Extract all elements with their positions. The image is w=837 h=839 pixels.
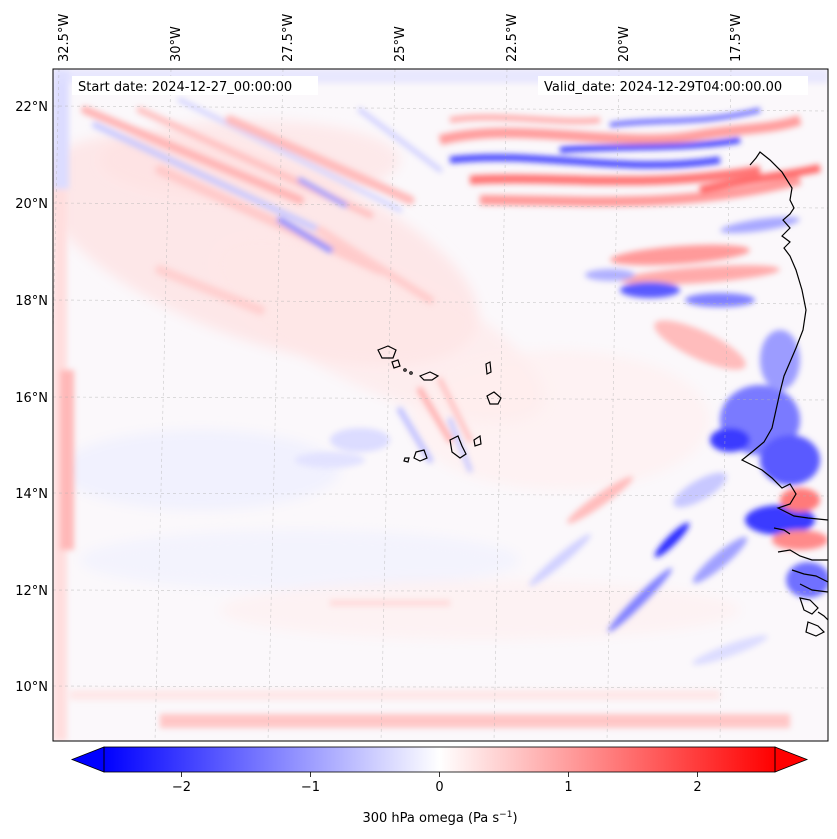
latitude-labels: 22°N 20°N 18°N 16°N 14°N 12°N 10°N	[15, 100, 48, 695]
island-sal	[485, 361, 492, 375]
island-sao-nicolau	[418, 371, 440, 381]
colorbar-tick-label: −1	[301, 780, 320, 795]
omega-field	[53, 69, 828, 741]
island-brava	[403, 457, 410, 463]
africa-coastline	[740, 151, 828, 521]
colorbar-min-extend	[70, 746, 105, 773]
map-frame	[52, 68, 829, 742]
field-edge-artifacts	[53, 69, 828, 741]
colorbar-label-close: )	[512, 811, 517, 826]
lat-label-12n: 12°N	[15, 584, 48, 599]
island-boa-vista	[486, 391, 502, 405]
colorbar-tick-label: 2	[693, 780, 701, 795]
island-santiago	[449, 435, 467, 459]
lat-label-16n: 16°N	[15, 391, 48, 406]
island-sao-vicente	[391, 359, 401, 369]
lon-label-25w: 25°W	[393, 26, 408, 62]
lon-label-17-5w: 17.5°W	[729, 14, 744, 62]
graticule	[53, 69, 828, 741]
coastlines	[740, 151, 828, 637]
lon-label-32-5w: 32.5°W	[57, 14, 72, 62]
colorbar-label: 300 hPa omega (Pa s−1)	[362, 810, 517, 826]
island-maio	[473, 434, 482, 447]
field-northern-band	[438, 107, 821, 207]
field-wave-streaks	[81, 97, 443, 315]
colorbar-max-extend	[774, 746, 809, 773]
colorbar: −2 −1 0 1 2 300 hPa omega (Pa s−1)	[70, 746, 809, 826]
island-santo-antao	[377, 345, 397, 359]
start-date-text: Start date: 2024-12-27_00:00:00	[78, 80, 292, 95]
colorbar-gradient	[104, 747, 775, 772]
longitude-labels: 32.5°W 30°W 27.5°W 25°W 22.5°W 20°W 17.5…	[57, 14, 744, 62]
cape-verde-islands	[377, 345, 502, 463]
colorbar-tick-label: −2	[172, 780, 191, 795]
island-fogo	[413, 449, 428, 462]
lon-label-20w: 20°W	[617, 26, 632, 62]
colorbar-label-sup: −1	[499, 810, 512, 820]
lat-label-10n: 10°N	[15, 680, 48, 695]
valid-date-text: Valid_date: 2024-12-29T04:00:00.00	[544, 80, 782, 95]
start-date-box	[72, 76, 318, 95]
lat-label-20n: 20°N	[15, 197, 48, 212]
lat-label-18n: 18°N	[15, 294, 48, 309]
lon-label-22-5w: 22.5°W	[505, 14, 520, 62]
valid-date-box	[538, 76, 808, 95]
lat-label-22n: 22°N	[15, 100, 48, 115]
lon-label-27-5w: 27.5°W	[281, 14, 296, 62]
colorbar-tick-label: 0	[435, 780, 443, 795]
lat-label-14n: 14°N	[15, 487, 48, 502]
colorbar-label-main: 300 hPa omega (Pa s	[362, 811, 499, 826]
lon-label-30w: 30°W	[169, 26, 184, 62]
colorbar-ticks: −2 −1 0 1 2	[172, 772, 702, 795]
colorbar-tick-label: 1	[564, 780, 572, 795]
